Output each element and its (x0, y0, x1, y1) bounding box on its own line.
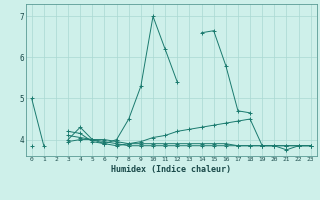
X-axis label: Humidex (Indice chaleur): Humidex (Indice chaleur) (111, 165, 231, 174)
